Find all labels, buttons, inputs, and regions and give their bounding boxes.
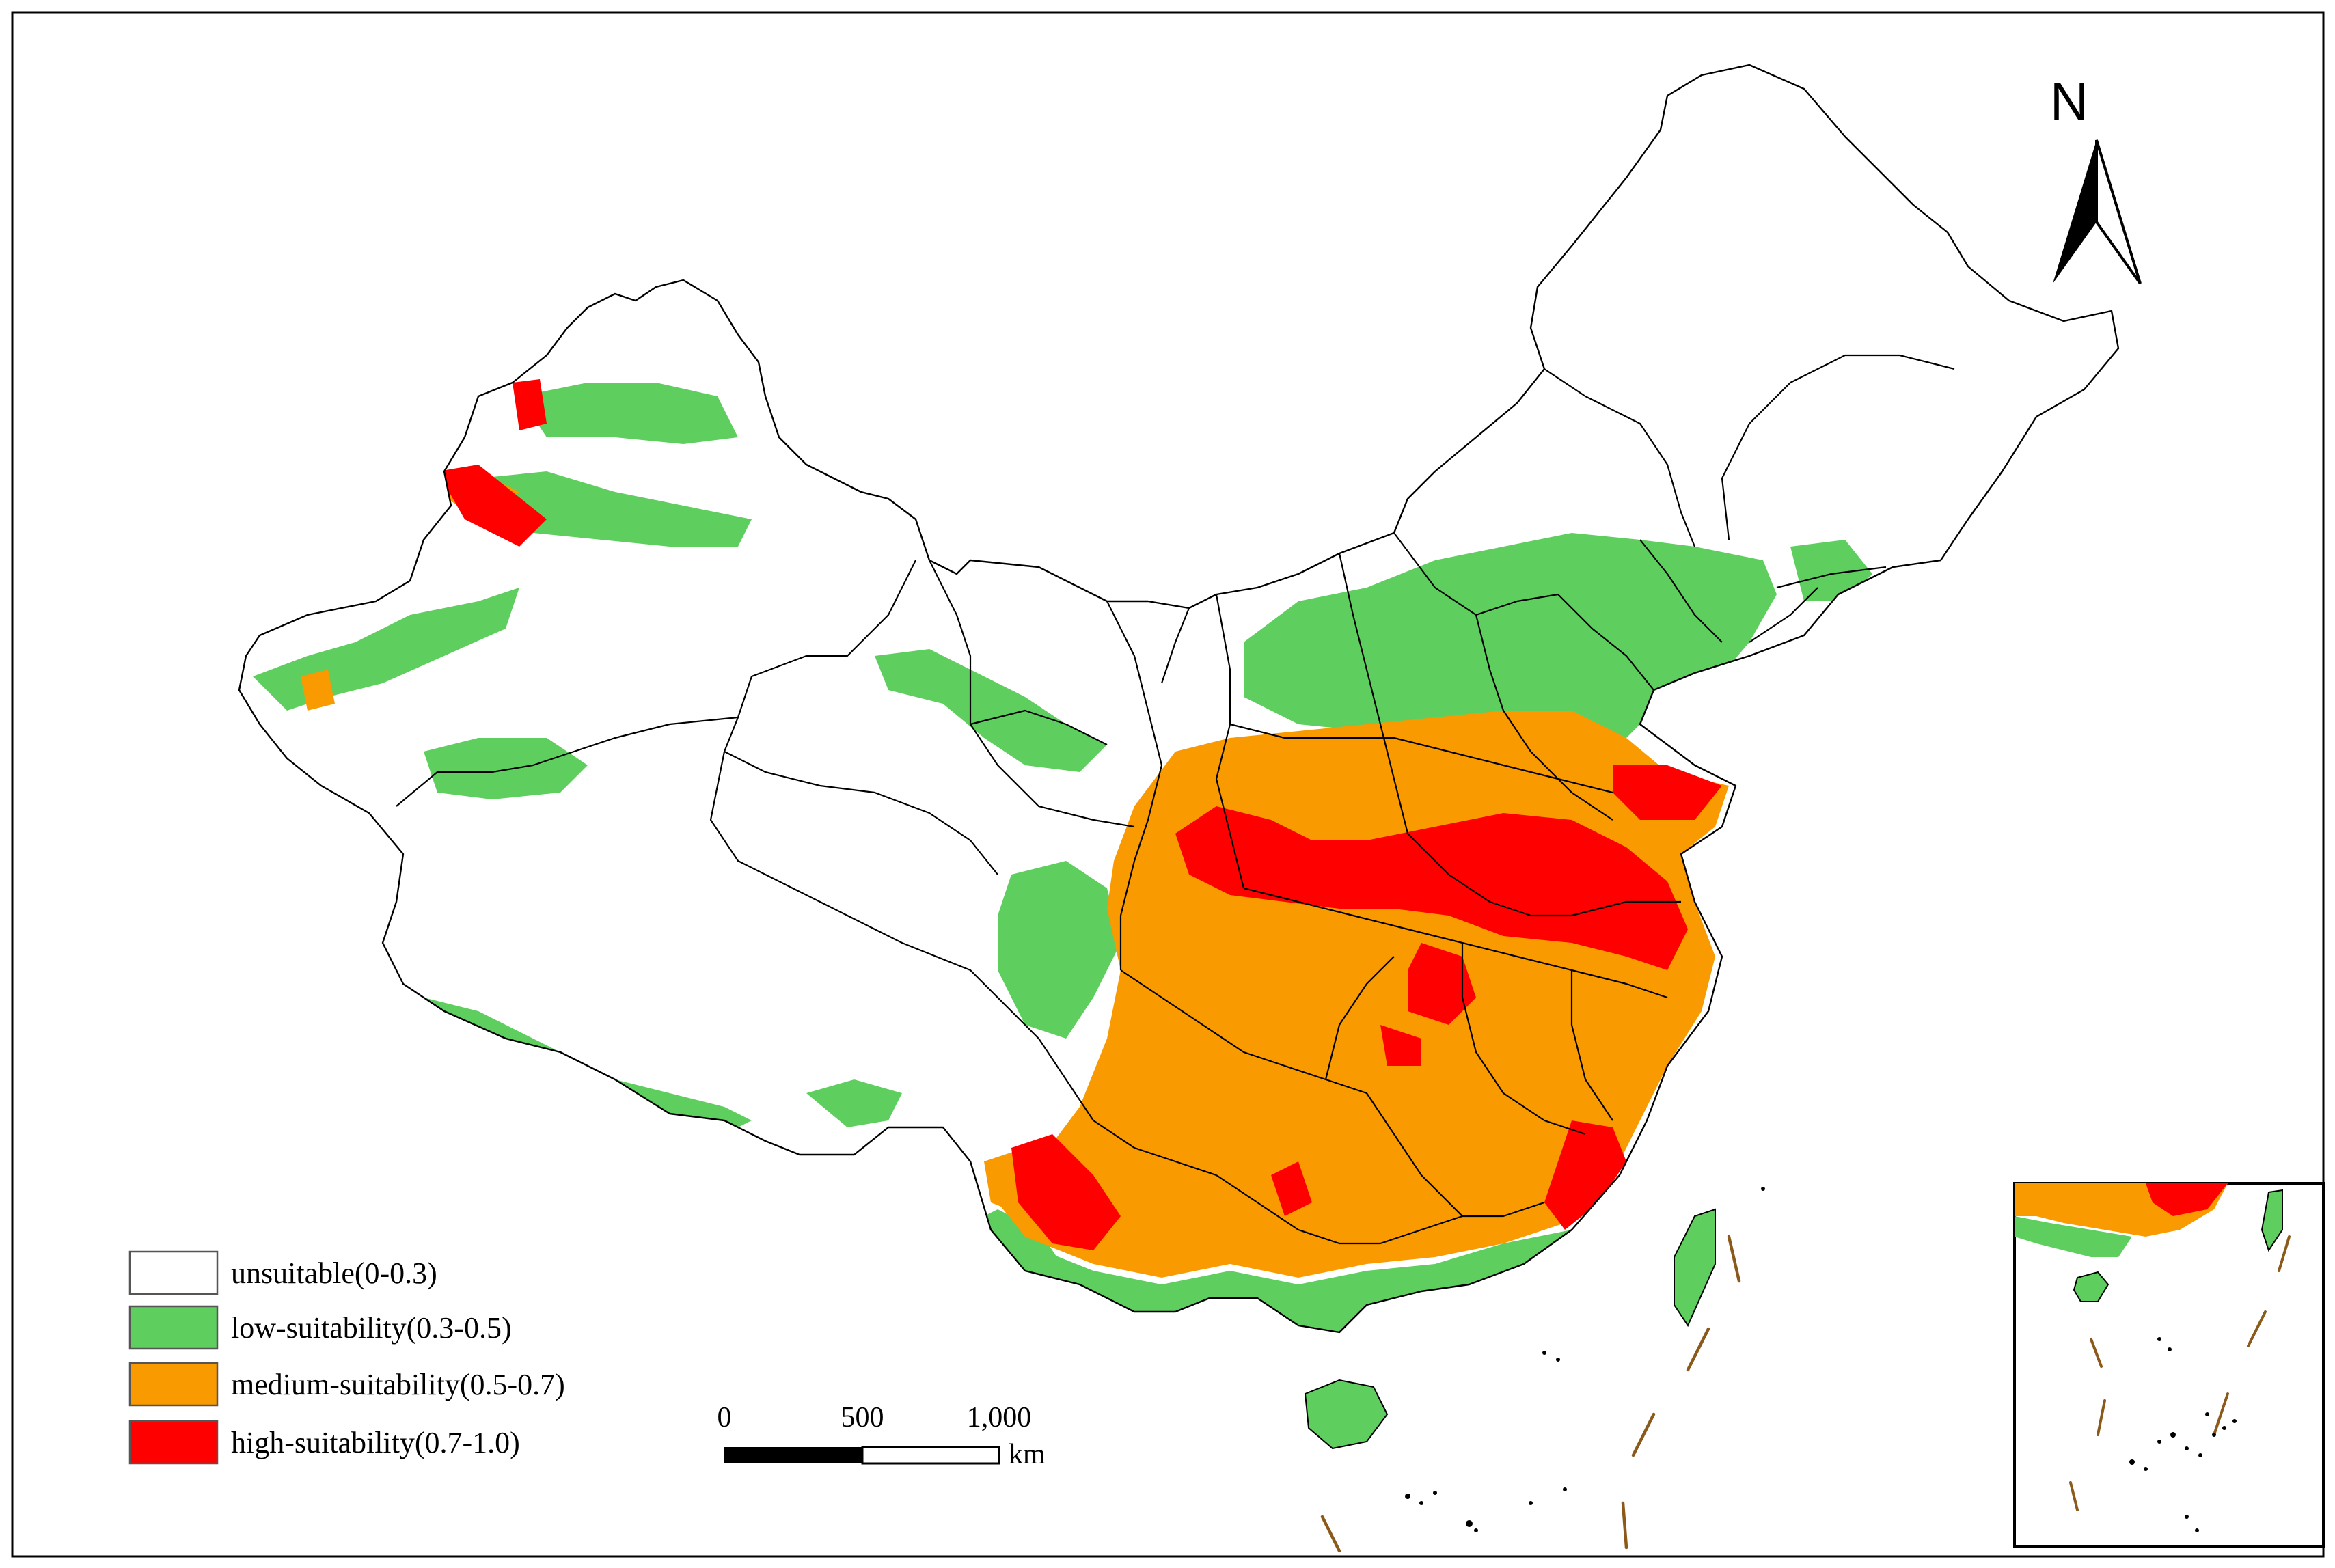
taiwan-island xyxy=(1674,1208,1716,1328)
national-boundary xyxy=(238,64,2120,1334)
legend-swatch-high xyxy=(128,1420,219,1465)
high-suitability-zones xyxy=(437,379,1722,1250)
scale-unit: km xyxy=(1009,1439,1046,1470)
north-arrow-left-half xyxy=(2053,140,2097,284)
scale-tick-1000: 1,000 xyxy=(967,1402,1032,1433)
scale-bar-black-segment xyxy=(724,1447,862,1463)
north-arrow-label: N xyxy=(2050,71,2088,131)
south-sea-islands xyxy=(1405,1187,1765,1532)
legend-label-unsuitable: unsuitable(0-0.3) xyxy=(231,1256,437,1290)
low-suitability-zones xyxy=(253,383,1872,1332)
inset-mainland-low xyxy=(2015,1216,2132,1257)
north-arrow-right-half xyxy=(2095,139,2142,285)
hainan-island xyxy=(1304,1379,1389,1450)
scale-tick-0: 0 xyxy=(718,1402,732,1433)
inset-hainan xyxy=(2073,1271,2109,1302)
provincial-boundaries xyxy=(396,354,1955,1245)
scale-bar-white-segment xyxy=(861,1446,1000,1465)
inset-mainland-high xyxy=(2146,1183,2228,1216)
scale-tick-500: 500 xyxy=(841,1402,884,1433)
legend-label-high: high-suitability(0.7-1.0) xyxy=(231,1426,520,1459)
legend-swatch-medium xyxy=(128,1362,219,1407)
maritime-boundary xyxy=(1320,1235,1741,1553)
legend-swatch-unsuitable xyxy=(128,1250,219,1295)
scale-bar: 0 500 1,000 km xyxy=(718,1402,1046,1470)
inset-map xyxy=(2013,1182,2325,1548)
inset-taiwan xyxy=(2261,1189,2283,1252)
legend-label-low: low-suitability(0.3-0.5) xyxy=(231,1311,512,1345)
legend-label-medium: medium-suitability(0.5-0.7) xyxy=(231,1368,565,1401)
legend: unsuitable(0-0.3) low-suitability(0.3-0.… xyxy=(128,1250,565,1465)
legend-swatch-low xyxy=(128,1305,219,1350)
north-arrow: N xyxy=(2050,71,2142,285)
